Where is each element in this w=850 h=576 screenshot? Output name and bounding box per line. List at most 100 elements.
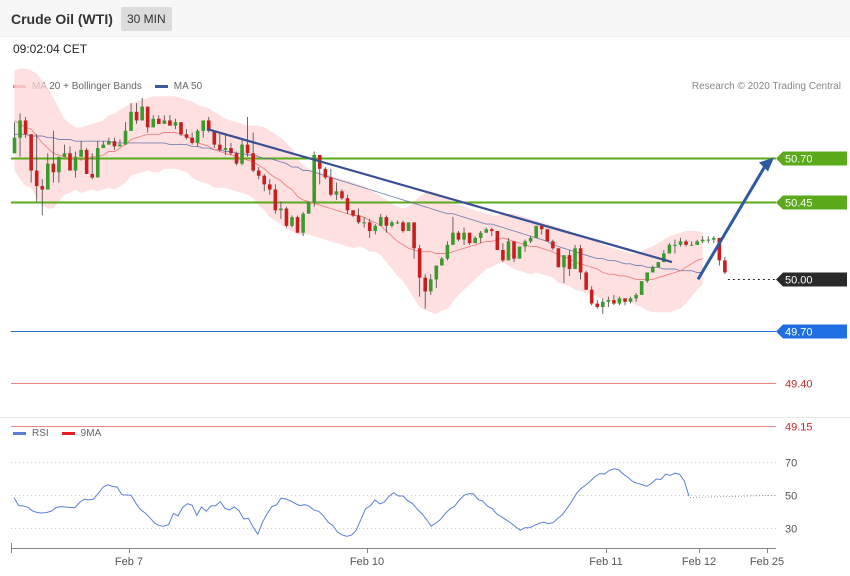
candle-body	[379, 217, 383, 226]
candle-body	[340, 191, 344, 199]
candle-body	[184, 134, 189, 138]
level-tag-shape-50.70	[776, 151, 847, 166]
candle-body	[612, 300, 616, 304]
candle-body	[584, 272, 588, 290]
candle-body	[684, 241, 688, 245]
level-tag-shape-50.00	[776, 272, 847, 287]
trend-line	[206, 128, 673, 264]
candle-body	[573, 248, 577, 269]
candle-body	[501, 250, 505, 261]
candle-body	[539, 225, 544, 230]
candle-body	[212, 130, 217, 145]
x-axis-label-3: Feb 12	[682, 556, 716, 568]
instrument-title: Crude Oil (WTI)	[11, 11, 113, 27]
candle-body	[262, 175, 267, 185]
legend-swatch-ma50	[154, 85, 168, 88]
x-axis-label-2: Feb 11	[589, 556, 622, 568]
candle-body	[595, 303, 600, 307]
candle-body	[478, 232, 483, 238]
candle-body	[57, 156, 61, 173]
candle-body	[523, 241, 527, 247]
level-tag-49.70: 49.70	[776, 324, 847, 339]
forecast-arrow-head	[759, 157, 774, 172]
candle-body	[218, 144, 222, 150]
candle-body	[306, 201, 311, 214]
x-axis-label-4: Feb 25	[750, 556, 784, 568]
candle-body	[151, 118, 156, 128]
candle-body	[406, 222, 411, 231]
candle-body	[90, 174, 94, 178]
candle-body	[473, 237, 477, 244]
candle-body	[62, 153, 67, 157]
candle-body	[173, 122, 178, 126]
candle-body	[678, 241, 683, 245]
candle-body	[206, 120, 211, 131]
legend-swatch-rsi	[13, 432, 26, 435]
candle-body	[700, 239, 705, 242]
candle-body	[79, 149, 83, 157]
candle-body	[673, 244, 677, 246]
candle-body	[123, 130, 128, 145]
x-axis-label-0: Feb 7	[115, 556, 143, 568]
candle-body	[706, 239, 711, 241]
legend-label-9ma: 9MA	[80, 428, 102, 439]
candle-body	[40, 186, 45, 190]
candle-body	[312, 155, 316, 202]
candle-body	[384, 217, 389, 226]
candle-body	[428, 279, 433, 292]
interval-button[interactable]: 30 MIN	[121, 7, 172, 31]
candle-body	[423, 277, 427, 292]
candle-body	[190, 137, 194, 143]
rsi-tick-70: 70	[785, 458, 797, 470]
level-tag-text-50.45: 50.45	[785, 198, 813, 210]
candle-body	[256, 170, 261, 176]
candle-body	[617, 298, 622, 304]
chart-header: Crude Oil (WTI) 30 MIN	[0, 0, 850, 37]
candle-body	[567, 255, 572, 269]
candle-body	[578, 248, 583, 273]
rsi-line	[13, 468, 690, 537]
candle-body	[351, 210, 355, 216]
candle-body	[667, 244, 672, 254]
candle-body	[390, 222, 394, 226]
candle-body	[601, 301, 605, 307]
candle-body	[279, 208, 283, 211]
level-tag-50.45: 50.45	[776, 195, 847, 210]
candle-body	[412, 222, 416, 249]
candle-body	[451, 232, 455, 245]
candle-body	[101, 144, 106, 149]
candle-body	[140, 106, 144, 121]
candle-body	[723, 260, 727, 273]
candle-body	[245, 144, 250, 154]
legend-label-ma50: MA 50	[173, 81, 203, 92]
level-tag-shape-49.70	[776, 324, 847, 339]
candle-body	[440, 258, 444, 266]
candle-body	[73, 156, 78, 171]
candle-body	[145, 106, 150, 128]
candle-body	[401, 222, 405, 231]
level-tag-text-50.70: 50.70	[785, 154, 813, 166]
candle-body	[12, 137, 17, 154]
candle-body	[634, 294, 638, 299]
legend-item-ma50: MA 50	[154, 81, 203, 92]
candle-body	[712, 237, 716, 240]
candle-body	[290, 217, 294, 226]
candle-body	[68, 153, 72, 171]
candle-body	[650, 267, 655, 273]
level-label-49.15: 49.15	[785, 422, 813, 434]
candle-body	[229, 148, 233, 154]
candle-body	[323, 168, 328, 178]
rsi-tick-50: 50	[785, 491, 797, 503]
candle-body	[545, 229, 550, 242]
legend-item-9ma: 9MA	[61, 428, 102, 439]
legend-swatch-9ma	[61, 432, 75, 435]
candle-body	[362, 222, 366, 224]
candle-body	[251, 153, 255, 171]
candle-body	[29, 134, 33, 171]
candle-body	[462, 232, 466, 240]
level-tag-text-49.70: 49.70	[785, 327, 813, 339]
candle-body	[528, 237, 533, 242]
legend-item-rsi: RSI	[13, 428, 49, 439]
candle-body	[84, 149, 89, 174]
candle-body	[695, 241, 699, 245]
